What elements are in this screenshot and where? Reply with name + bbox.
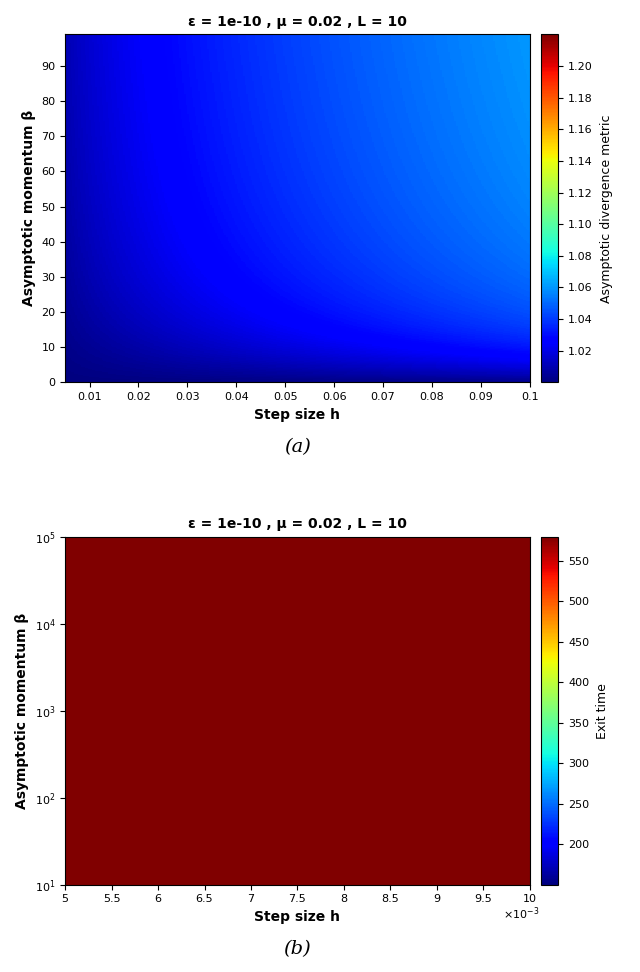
Y-axis label: Asymptotic momentum β: Asymptotic momentum β: [15, 612, 29, 809]
Y-axis label: Exit time: Exit time: [596, 682, 609, 739]
Title: ε = 1e-10 , μ = 0.02 , L = 10: ε = 1e-10 , μ = 0.02 , L = 10: [188, 15, 407, 29]
Text: $\times10^{-3}$: $\times10^{-3}$: [503, 906, 539, 922]
X-axis label: Step size h: Step size h: [255, 407, 340, 422]
Title: ε = 1e-10 , μ = 0.02 , L = 10: ε = 1e-10 , μ = 0.02 , L = 10: [188, 517, 407, 532]
Y-axis label: Asymptotic divergence metric: Asymptotic divergence metric: [600, 114, 613, 302]
Y-axis label: Asymptotic momentum β: Asymptotic momentum β: [22, 110, 36, 306]
X-axis label: Step size h: Step size h: [255, 910, 340, 923]
Text: (a): (a): [284, 438, 311, 456]
Text: (b): (b): [284, 940, 311, 958]
